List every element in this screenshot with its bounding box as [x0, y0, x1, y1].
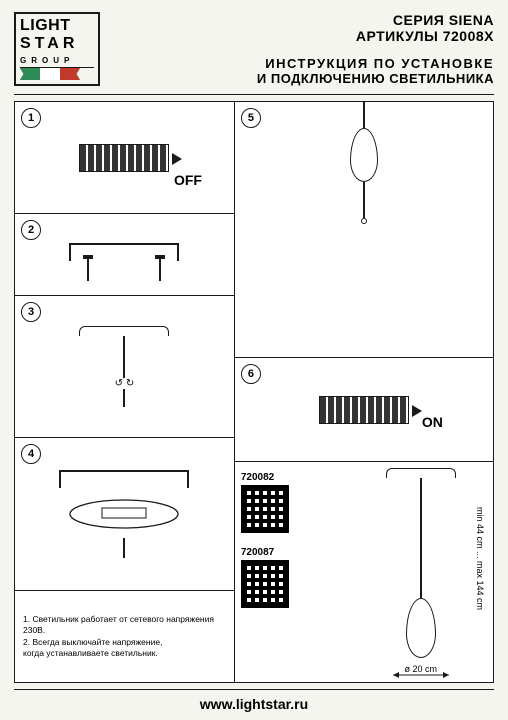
ceiling-cup-dim-icon	[386, 468, 456, 478]
step-5-panel: 5	[235, 102, 493, 358]
lamp-dimension-drawing: ø 20 cm min 44 cm ... max 144 cm	[348, 462, 493, 682]
note-1: 1. Светильник работает от сетевого напря…	[23, 614, 226, 637]
header-divider	[14, 94, 494, 95]
italy-flag-icon	[20, 68, 80, 80]
qr-2-label: 720087	[241, 547, 274, 558]
notes-panel: 1. Светильник работает от сетевого напря…	[15, 591, 234, 682]
lamp-shade-dim-icon	[406, 598, 436, 658]
qr-2-block: 720087	[241, 547, 289, 608]
pendant-lamp-icon	[350, 102, 378, 357]
ceiling-cup-icon	[79, 326, 169, 336]
note-3: когда устанавливаете светильник.	[23, 648, 226, 659]
stem-icon	[123, 538, 125, 558]
lamp-shade-icon	[350, 128, 378, 182]
stem-upper-icon	[123, 336, 125, 378]
qr-column: 720082 720087	[235, 462, 349, 682]
stem-lower-icon	[123, 389, 125, 407]
circuit-breaker-icon	[79, 144, 169, 172]
header: LIGHT STAR GROUP СЕРИЯ SIENA АРТИКУЛЫ 72…	[14, 12, 494, 86]
series-label: СЕРИЯ SIENA	[257, 12, 494, 28]
step-6-badge: 6	[241, 364, 261, 384]
diagram-grid: 1 OFF 2 3	[14, 101, 494, 683]
on-label: ON	[422, 414, 443, 430]
right-column: 5 6 ON 720082	[235, 102, 493, 682]
title-line1: ИНСТРУКЦИЯ ПО УСТАНОВКЕ	[257, 56, 494, 71]
step-4-badge: 4	[21, 444, 41, 464]
mount-ellipse-icon	[64, 494, 184, 538]
ceiling-bracket-icon	[59, 470, 189, 494]
left-column: 1 OFF 2 3	[15, 102, 235, 682]
logo-group: GROUP	[20, 56, 94, 68]
footer-url: www.lightstar.ru	[14, 689, 494, 714]
logo-line2: STAR	[20, 36, 94, 52]
diameter-label: ø 20 cm	[404, 664, 437, 674]
qr-1-block: 720082	[241, 472, 289, 533]
product-spec-panel: 720082 720087	[235, 462, 493, 682]
qr-1-label: 720082	[241, 472, 274, 483]
height-label: min 44 cm ... max 144 cm	[473, 476, 487, 642]
note-2: 2. Всегда выключайте напряжение,	[23, 637, 226, 648]
step-2-badge: 2	[21, 220, 41, 240]
instruction-sheet: LIGHT STAR GROUP СЕРИЯ SIENA АРТИКУЛЫ 72…	[0, 0, 508, 720]
mounting-bracket-icon	[69, 243, 179, 267]
step-2-panel: 2	[15, 214, 234, 296]
qr-code-2-icon	[241, 560, 289, 608]
articles-label: АРТИКУЛЫ 72008X	[257, 28, 494, 44]
logo-line1: LIGHT	[20, 18, 94, 34]
step-4-panel: 4	[15, 438, 234, 591]
step-1-panel: 1 OFF	[15, 102, 234, 214]
circuit-breaker-on-icon	[319, 396, 409, 424]
step-3-panel: 3 ↺ ↻	[15, 296, 234, 438]
step-3-badge: 3	[21, 302, 41, 322]
brand-logo: LIGHT STAR GROUP	[14, 12, 100, 86]
rotate-arrow-icon: ↺ ↻	[115, 378, 135, 389]
step-5-badge: 5	[241, 108, 261, 128]
qr-code-1-icon	[241, 485, 289, 533]
step-6-panel: 6 ON	[235, 358, 493, 462]
title-line2: И ПОДКЛЮЧЕНИЮ СВЕТИЛЬНИКА	[257, 71, 494, 86]
off-label: OFF	[174, 172, 202, 188]
header-text: СЕРИЯ SIENA АРТИКУЛЫ 72008X ИНСТРУКЦИЯ П…	[257, 12, 494, 86]
